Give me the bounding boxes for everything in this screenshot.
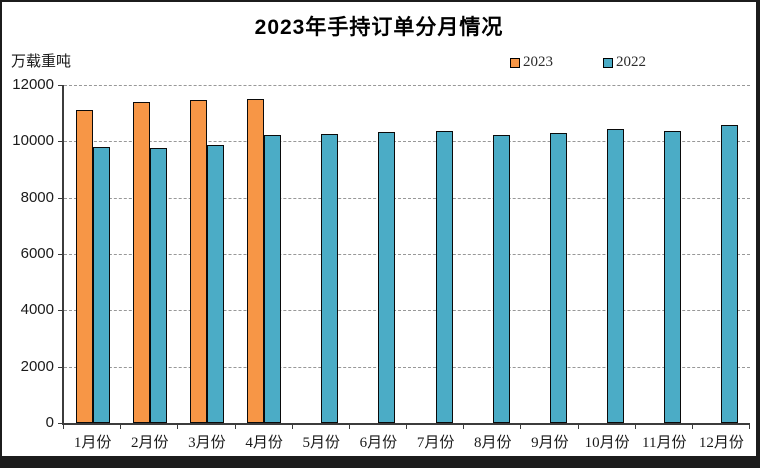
y-tick-mark <box>58 366 62 368</box>
x-category-label-9月份: 9月份 <box>531 435 569 451</box>
x-tick-mark <box>120 425 122 429</box>
x-category-label-3月份: 3月份 <box>188 435 226 451</box>
gridline-2000 <box>64 366 750 368</box>
legend: 2023 2022 <box>510 54 646 71</box>
gridline-12000 <box>64 85 750 86</box>
gridline-6000 <box>64 254 750 255</box>
x-tick-mark <box>177 425 179 429</box>
plot-area <box>62 85 750 425</box>
legend-label-2023: 2023 <box>523 54 553 70</box>
y-tick-mark <box>58 197 62 199</box>
y-tick-mark <box>58 141 62 143</box>
bar-2022-4月份 <box>264 135 282 423</box>
bar-2023-1月份 <box>75 110 93 423</box>
gridline-10000 <box>64 141 750 143</box>
bar-2023-2月份 <box>132 102 150 423</box>
bar-2022-2月份 <box>149 147 167 423</box>
bar-2022-6月份 <box>378 132 396 423</box>
bar-2022-7月份 <box>435 130 453 423</box>
x-tick-mark <box>234 425 236 429</box>
y-tick-label-0: 0 <box>45 414 54 431</box>
bar-2023-3月份 <box>189 100 207 423</box>
x-tick-mark <box>463 425 465 429</box>
x-tick-mark <box>749 425 750 429</box>
x-tick-mark <box>520 425 522 429</box>
gridline-4000 <box>64 310 750 312</box>
x-tick-mark <box>577 425 579 429</box>
bar-2022-9月份 <box>549 132 567 423</box>
y-axis-unit-label: 万载重吨 <box>11 53 72 70</box>
x-category-label-6月份: 6月份 <box>359 435 398 451</box>
y-tick-label-10000: 10000 <box>12 132 54 150</box>
x-category-label-8月份: 8月份 <box>473 435 512 451</box>
y-tick-mark <box>58 85 62 86</box>
y-tick-label-12000: 12000 <box>12 76 54 93</box>
bar-2022-11月份 <box>664 131 682 423</box>
legend-label-2022: 2022 <box>616 54 646 70</box>
y-tick-label-4000: 4000 <box>20 301 54 319</box>
x-tick-mark <box>291 425 293 429</box>
legend-item-2022: 2022 <box>603 54 646 71</box>
bar-2022-12月份 <box>721 125 739 423</box>
x-category-label-1月份: 1月份 <box>73 435 112 451</box>
y-tick-label-2000: 2000 <box>20 357 54 375</box>
x-tick-mark <box>691 425 693 429</box>
x-category-label-7月份: 7月份 <box>416 435 455 451</box>
y-tick-label-6000: 6000 <box>20 245 54 262</box>
bar-2022-1月份 <box>92 146 110 423</box>
x-category-label-5月份: 5月份 <box>302 435 340 451</box>
y-tick-label-8000: 8000 <box>20 188 54 206</box>
x-tick-mark <box>634 425 636 429</box>
y-tick-mark <box>58 254 62 255</box>
bar-2023-4月份 <box>247 98 265 423</box>
x-tick-mark <box>63 425 64 429</box>
x-category-label-10月份: 10月份 <box>584 435 630 451</box>
bar-2022-10月份 <box>607 129 625 423</box>
x-category-label-4月份: 4月份 <box>245 435 283 451</box>
x-tick-mark <box>348 425 350 429</box>
y-tick-mark <box>58 423 62 424</box>
legend-item-2023: 2023 <box>510 54 553 71</box>
bar-2022-5月份 <box>321 134 339 423</box>
x-category-label-12月份: 12月份 <box>698 435 744 451</box>
y-tick-mark <box>58 310 62 312</box>
x-category-label-2月份: 2月份 <box>130 435 169 451</box>
x-category-label-11月份: 11月份 <box>642 435 687 451</box>
bar-2022-8月份 <box>492 135 510 423</box>
legend-swatch-2022 <box>603 57 613 68</box>
gridline-8000 <box>64 197 750 199</box>
chart-title: 2023年手持订单分月情况 <box>254 16 504 39</box>
x-tick-mark <box>406 425 407 429</box>
bar-2022-3月份 <box>206 145 224 423</box>
legend-swatch-2023 <box>510 57 520 68</box>
